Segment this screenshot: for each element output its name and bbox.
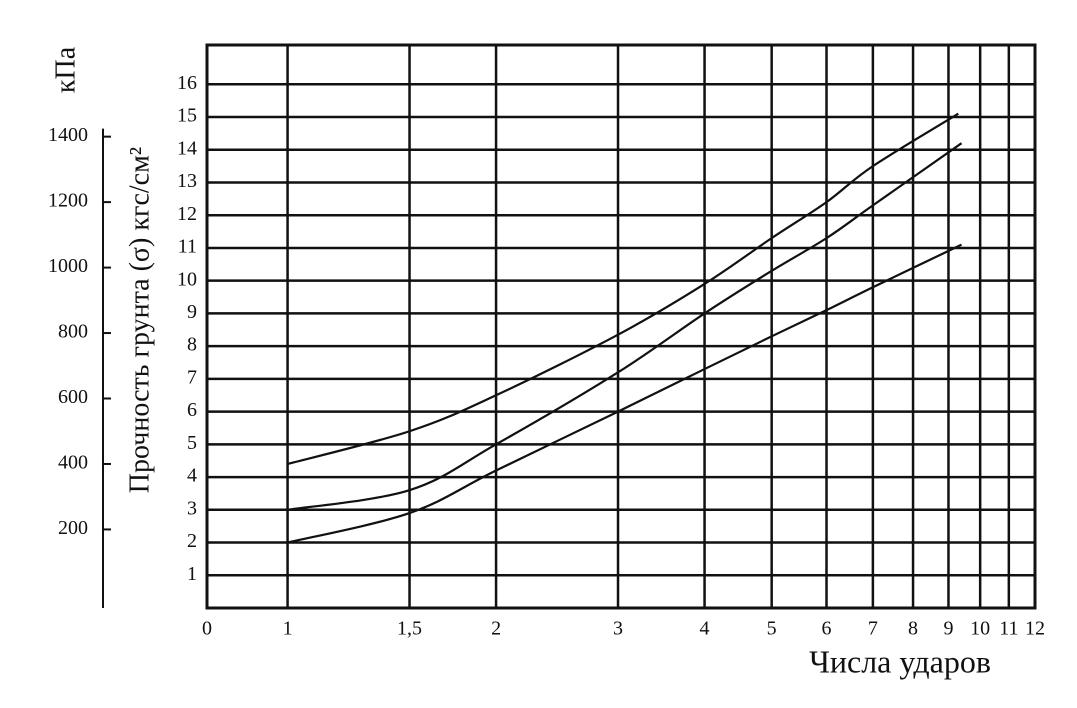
y-tick-label: 10	[177, 268, 197, 290]
y-tick-label: 11	[178, 236, 197, 258]
x-tick-label: 1	[283, 618, 293, 640]
y-axis-label: Прочность грунта (σ) кгс/см²	[124, 147, 155, 493]
x-tick-label: 4	[700, 618, 710, 640]
y2-tick-label: 1000	[48, 255, 88, 277]
x-tick-label: 3	[613, 618, 623, 640]
x-tick-label: 2	[491, 618, 501, 640]
y-tick-label: 13	[177, 170, 197, 192]
y2-axis-label: кПа	[50, 46, 81, 93]
y2-tick-label: 800	[58, 321, 88, 343]
y-tick-label: 15	[177, 105, 197, 127]
y-tick-label: 8	[187, 334, 197, 356]
x-tick-label: 8	[908, 618, 918, 640]
x-tick-label: 11	[999, 618, 1018, 640]
y-tick-label: 16	[177, 72, 197, 94]
x-tick-label: 0	[202, 618, 212, 640]
y-tick-label: 3	[187, 497, 197, 519]
y-tick-label: 14	[177, 137, 197, 159]
y-tick-label: 5	[187, 432, 197, 454]
curve	[287, 142, 963, 511]
y2-tick-label: 1400	[48, 124, 88, 146]
x-tick-label: 5	[767, 618, 777, 640]
y-tick-label: 6	[187, 399, 197, 421]
y-tick-label: 7	[187, 366, 197, 388]
y2-tick-label: 600	[58, 386, 88, 408]
y2-tick-label: 200	[58, 517, 88, 539]
plot-frame	[205, 43, 1037, 610]
x-tick-label: 12	[1025, 618, 1045, 640]
y-tick-label: 12	[177, 203, 197, 225]
x-tick-label: 1,5	[397, 618, 422, 640]
y2-tick-label: 1200	[48, 190, 88, 212]
x-tick-label: 6	[822, 618, 832, 640]
y-tick-label: 4	[187, 465, 197, 487]
x-tick-label: 7	[868, 618, 878, 640]
x-axis-label: Числа ударов	[809, 643, 991, 679]
x-tick-label: 9	[943, 618, 953, 640]
y-tick-label: 9	[187, 301, 197, 323]
x-tick-label: 10	[970, 618, 990, 640]
y2-tick-label: 400	[58, 452, 88, 474]
curve	[287, 243, 963, 544]
y-tick-label: 1	[187, 563, 197, 585]
y-tick-label: 2	[187, 530, 197, 552]
curve	[287, 112, 959, 466]
